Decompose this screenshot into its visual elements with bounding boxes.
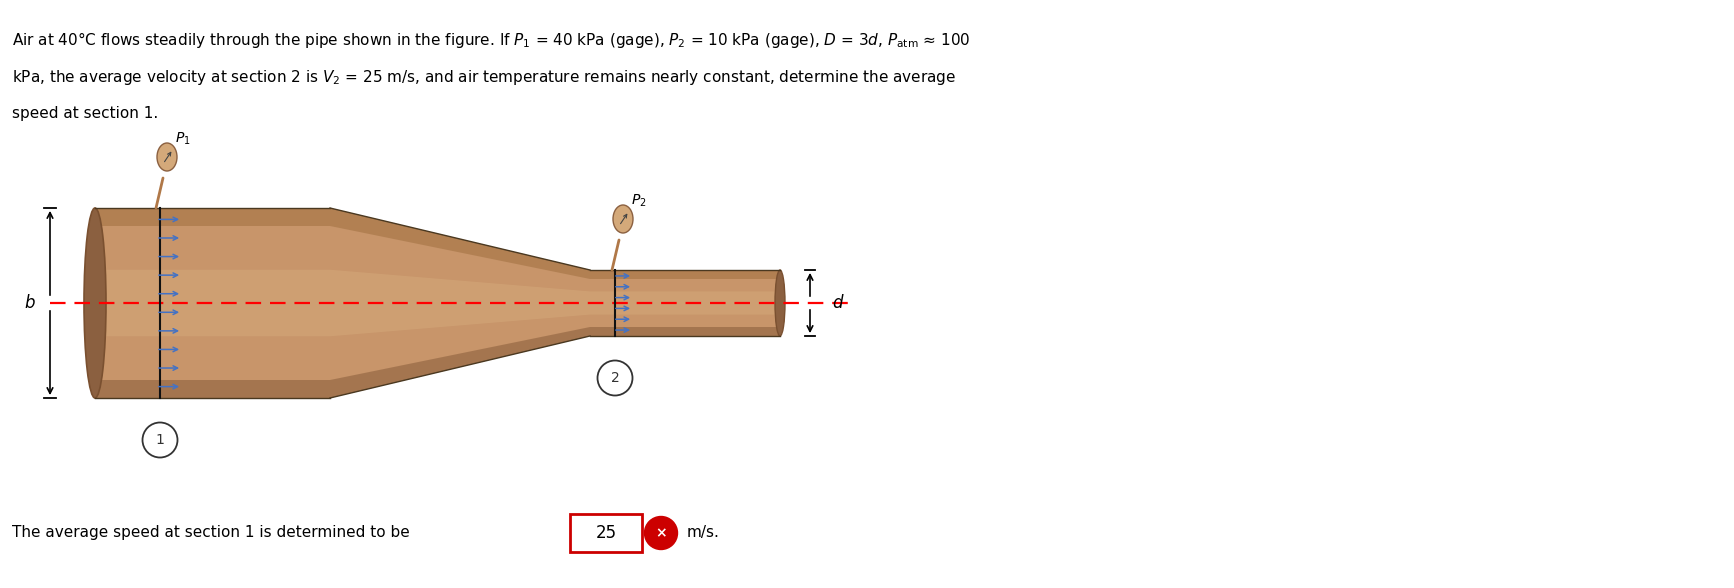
Text: 25: 25 (595, 524, 617, 542)
Circle shape (645, 516, 678, 550)
Text: $P_2$: $P_2$ (631, 193, 647, 209)
Polygon shape (95, 208, 780, 398)
Polygon shape (95, 208, 780, 279)
Text: $P_1$: $P_1$ (175, 131, 191, 147)
Ellipse shape (614, 205, 633, 233)
FancyBboxPatch shape (570, 514, 642, 552)
Text: m/s.: m/s. (687, 526, 720, 540)
Text: The average speed at section 1 is determined to be: The average speed at section 1 is determ… (12, 526, 409, 540)
Ellipse shape (83, 208, 106, 398)
Text: kPa, the average velocity at section 2 is $V_2$ = 25 m/s, and air temperature re: kPa, the average velocity at section 2 i… (12, 68, 955, 87)
Text: $b$: $b$ (24, 294, 36, 312)
Text: ×: × (655, 526, 668, 540)
Polygon shape (95, 327, 780, 398)
Ellipse shape (775, 270, 786, 336)
Text: 2: 2 (610, 371, 619, 385)
Text: 1: 1 (156, 433, 165, 447)
Text: Air at 40°C flows steadily through the pipe shown in the figure. If $P_1$ = 40 k: Air at 40°C flows steadily through the p… (12, 30, 971, 50)
Ellipse shape (158, 143, 177, 171)
Text: speed at section 1.: speed at section 1. (12, 106, 158, 121)
Text: $d$: $d$ (832, 294, 844, 312)
Polygon shape (95, 270, 780, 336)
